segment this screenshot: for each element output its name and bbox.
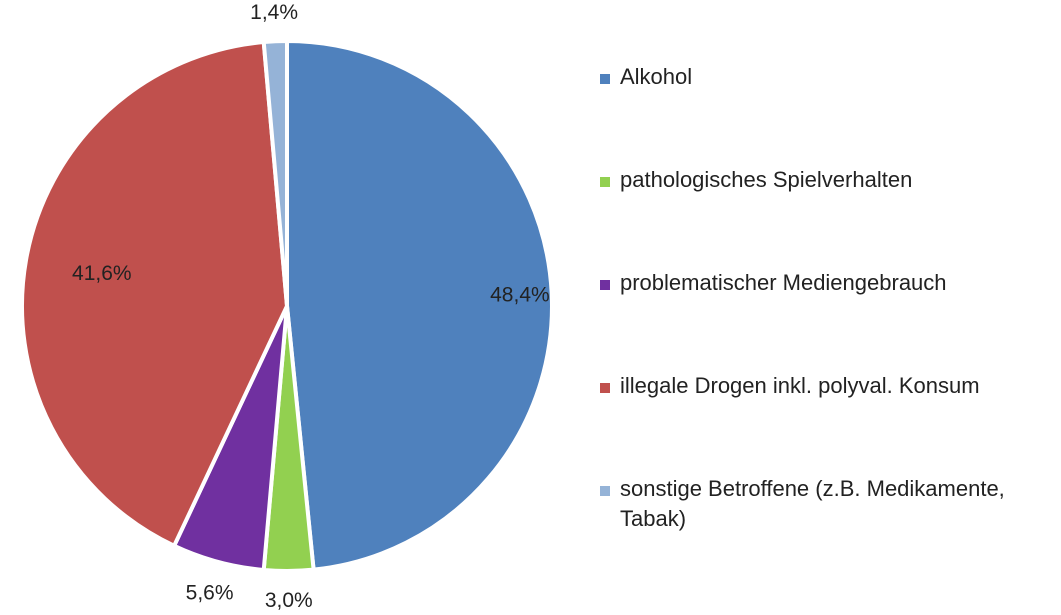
legend: Alkohol pathologisches Spielverhalten pr… <box>600 62 1055 534</box>
data-label-illegale-drogen-inkl-pol: 41,6% <box>72 262 132 285</box>
legend-swatch-illegale-drogen <box>600 383 610 393</box>
legend-label-sonstige: sonstige Betroffene (z.B. Medikamente, T… <box>620 476 1005 531</box>
legend-swatch-alkohol <box>600 74 610 84</box>
data-label-alkohol: 48,4% <box>490 283 550 306</box>
legend-item-mediengebrauch: problematischer Mediengebrauch <box>600 268 1055 298</box>
legend-item-spielverhalten: pathologisches Spielverhalten <box>600 165 1055 195</box>
pie-slice-illegale-drogen-inkl-pol <box>20 40 289 548</box>
data-label-pathologisches-spielverh: 3,0% <box>265 589 313 612</box>
data-label-problematischer-medienge: 5,6% <box>186 582 234 605</box>
legend-label-alkohol: Alkohol <box>620 64 693 89</box>
legend-swatch-spielverhalten <box>600 177 610 187</box>
legend-label-illegale-drogen: illegale Drogen inkl. polyval. Konsum <box>620 373 980 398</box>
legend-label-mediengebrauch: problematischer Mediengebrauch <box>620 270 947 295</box>
legend-swatch-mediengebrauch <box>600 280 610 290</box>
legend-label-spielverhalten: pathologisches Spielverhalten <box>620 167 913 192</box>
pie-slice-alkohol <box>285 39 554 572</box>
legend-item-illegale-drogen: illegale Drogen inkl. polyval. Konsum <box>600 371 1055 401</box>
legend-item-alkohol: Alkohol <box>600 62 1055 92</box>
legend-swatch-sonstige <box>600 486 610 496</box>
data-label-sonstige-betroffene-z-b-: 1,4% <box>250 1 298 24</box>
pie-slice-sonstige-betroffene-z-b- <box>261 38 289 308</box>
legend-item-sonstige: sonstige Betroffene (z.B. Medikamente, T… <box>600 474 1055 534</box>
